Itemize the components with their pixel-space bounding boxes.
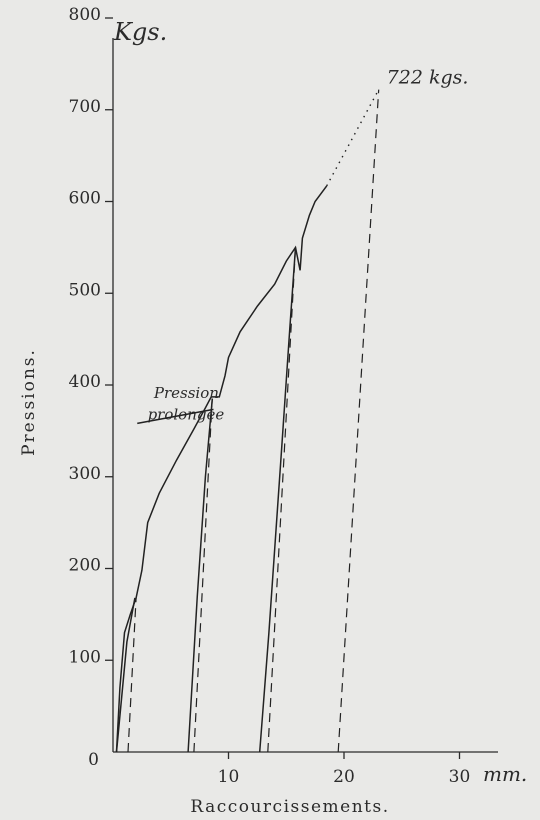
series-line-4-solid: [258, 247, 297, 753]
annotation-leader-line: [137, 408, 214, 425]
series-line-7-dashed: [267, 247, 297, 753]
series-line-1-solid: [115, 185, 328, 753]
series-line-3-solid: [187, 398, 214, 753]
series-line-8-dashed: [337, 89, 380, 753]
y-tick-label-100: 100: [69, 647, 101, 667]
x-unit-label: mm.: [483, 762, 527, 786]
x-axis-title: Raccourcissements.: [190, 797, 389, 817]
series-line-2-solid: [115, 597, 136, 753]
x-tick-label-30: 30: [449, 767, 471, 787]
annotation-2: Pression: [153, 384, 219, 402]
series-line-5-dashed: [127, 597, 137, 753]
x-tick-label-10: 10: [218, 767, 240, 787]
y-tick-label-700: 700: [69, 97, 101, 117]
annotation-1: 722 kgs.: [387, 67, 469, 89]
y-unit-label: Kgs.: [113, 18, 167, 46]
y-tick-label-300: 300: [69, 464, 101, 484]
x-tick-label-20: 20: [333, 767, 355, 787]
y-tick-label-500: 500: [69, 280, 101, 300]
x-tick-label-0: 0: [88, 750, 99, 770]
y-tick-label-600: 600: [69, 189, 101, 209]
y-axis-title: Pressions.: [19, 348, 39, 456]
series-line-9-dotted: [326, 89, 380, 187]
series-group: [115, 89, 380, 753]
y-tick-label-800: 800: [69, 5, 101, 25]
y-tick-label-200: 200: [69, 556, 101, 576]
axes: [112, 38, 498, 753]
ticks: 100 200 300 400 500 600 700 800 0 10 20 30: [69, 5, 471, 787]
series-line-6-dashed: [193, 396, 213, 753]
y-tick-label-400: 400: [69, 372, 101, 392]
